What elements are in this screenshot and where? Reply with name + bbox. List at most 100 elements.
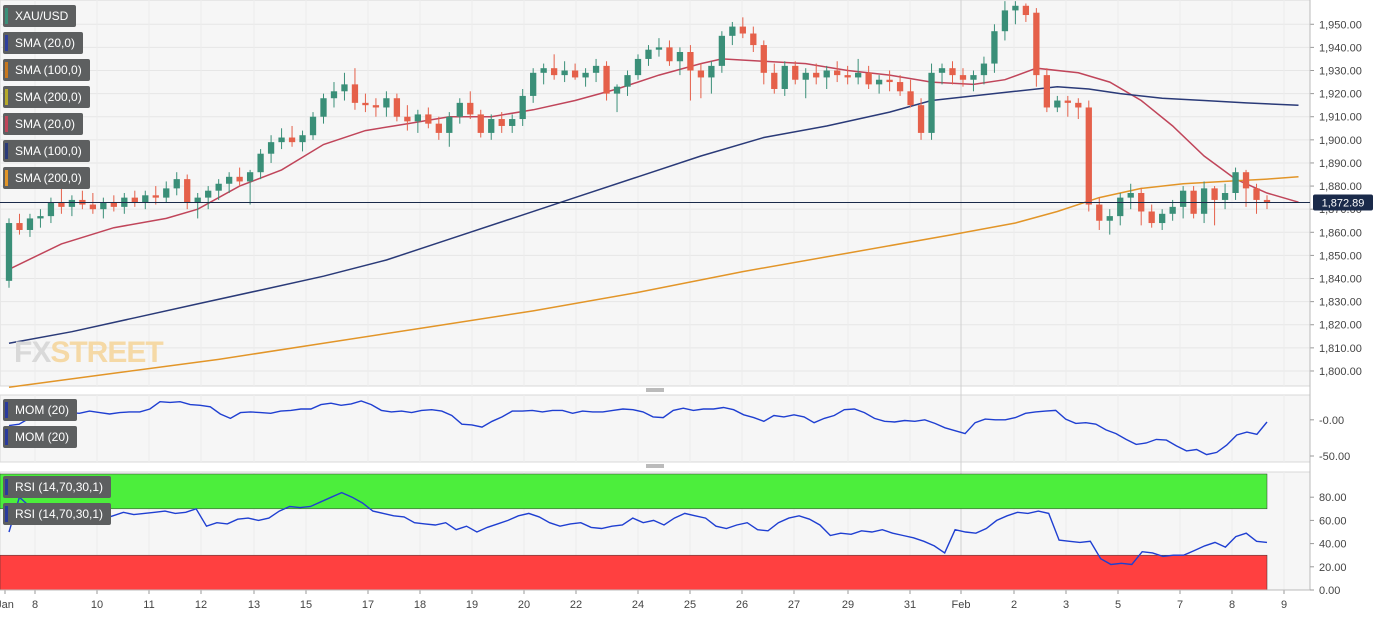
legend-swatch bbox=[5, 35, 8, 51]
legend-swatch bbox=[5, 143, 8, 159]
price-tick-label: 1,800.00 bbox=[1319, 366, 1362, 378]
price-tick-label: 1,890.00 bbox=[1319, 158, 1362, 170]
date-tick-label: 26 bbox=[736, 599, 748, 611]
candle-body bbox=[855, 72, 862, 78]
legend-sma-100-a[interactable]: SMA (100,0) bbox=[3, 59, 90, 81]
candle-body bbox=[5, 223, 13, 281]
date-tick-label: 8 bbox=[1229, 599, 1235, 611]
candle-body bbox=[1263, 199, 1271, 203]
candle-body bbox=[571, 70, 579, 78]
price-tick-label: 1,830.00 bbox=[1319, 297, 1362, 309]
candle-body bbox=[729, 26, 736, 36]
last-price-label: 1,872.89 bbox=[1322, 197, 1365, 209]
candle-body bbox=[697, 70, 705, 78]
date-tick-label: 20 bbox=[518, 599, 530, 611]
candle-body bbox=[226, 176, 233, 184]
candle-body bbox=[383, 98, 390, 108]
date-tick-label: 22 bbox=[570, 599, 582, 611]
legend-sma-100-b[interactable]: SMA (100,0) bbox=[3, 140, 90, 162]
candle-body bbox=[215, 183, 222, 191]
rsi-tick-label: 20.00 bbox=[1319, 562, 1347, 574]
candle-body bbox=[634, 58, 642, 76]
rsi-tick-label: 40.00 bbox=[1319, 539, 1347, 551]
date-tick-label: 15 bbox=[300, 599, 312, 611]
rsi-line bbox=[8, 491, 1268, 566]
date-tick-label: 9 bbox=[1281, 599, 1287, 611]
candle-body bbox=[613, 86, 621, 94]
candle-body bbox=[676, 52, 684, 62]
candle-body bbox=[1033, 12, 1040, 76]
candle-body bbox=[582, 72, 589, 78]
date-tick-label: Jan bbox=[0, 599, 14, 611]
date-tick-label: Feb bbox=[952, 599, 971, 611]
candle-body bbox=[823, 70, 830, 78]
candle-body bbox=[1179, 190, 1187, 207]
mom-panel bbox=[0, 394, 1311, 463]
candle-body bbox=[267, 142, 275, 154]
candle-body bbox=[907, 91, 914, 106]
candle-body bbox=[309, 116, 317, 136]
candle-body bbox=[991, 31, 998, 64]
candle-body bbox=[152, 195, 159, 198]
candle-body bbox=[1148, 211, 1155, 224]
candle-body bbox=[299, 135, 306, 143]
legend-label: SMA (200,0) bbox=[15, 90, 82, 104]
candle-body bbox=[603, 65, 610, 94]
legend-xauusd[interactable]: XAU/USD bbox=[3, 5, 77, 27]
candle-body bbox=[425, 114, 432, 124]
legend-swatch bbox=[5, 89, 8, 105]
price-tick-label: 1,850.00 bbox=[1319, 250, 1362, 262]
legend-label: SMA (20,0) bbox=[15, 117, 76, 131]
candle-body bbox=[205, 190, 212, 198]
legend-swatch bbox=[5, 402, 8, 418]
price-tick-label: 1,820.00 bbox=[1319, 320, 1362, 332]
candle-body bbox=[1127, 193, 1134, 198]
candle-body bbox=[1022, 5, 1030, 16]
candle-body bbox=[718, 35, 726, 66]
candle-body bbox=[163, 188, 170, 198]
price-tick-label: 1,910.00 bbox=[1319, 112, 1362, 124]
price-tick-label: 1,840.00 bbox=[1319, 274, 1362, 286]
candle-body bbox=[760, 45, 767, 73]
candle-body bbox=[1221, 193, 1229, 200]
candle-body bbox=[875, 79, 883, 85]
candle-body bbox=[771, 72, 778, 89]
price-tick-label: 1,940.00 bbox=[1319, 42, 1362, 54]
candle-body bbox=[509, 119, 516, 126]
candle-body bbox=[446, 116, 453, 133]
candle-body bbox=[194, 197, 201, 203]
candle-body bbox=[896, 82, 904, 92]
candle-body bbox=[58, 202, 65, 207]
price-tick-label: 1,810.00 bbox=[1319, 343, 1362, 355]
momentum-line bbox=[8, 400, 1268, 456]
legend-mom-b[interactable]: MOM (20) bbox=[3, 426, 77, 448]
candle-body bbox=[1117, 197, 1124, 217]
last-price-box bbox=[1313, 194, 1373, 211]
candle-body bbox=[886, 79, 893, 83]
legend-sma-200-b[interactable]: SMA (200,0) bbox=[3, 167, 90, 189]
legend-sma-200-a[interactable]: SMA (200,0) bbox=[3, 86, 90, 108]
candle-body bbox=[278, 137, 285, 143]
date-tick-label: 2 bbox=[1011, 599, 1017, 611]
candle-body bbox=[813, 72, 820, 78]
candle-body bbox=[1200, 188, 1208, 214]
legend-sma-20-b[interactable]: SMA (20,0) bbox=[3, 113, 84, 135]
legend-sma-20-a[interactable]: SMA (20,0) bbox=[3, 32, 84, 54]
candle-body bbox=[351, 84, 359, 103]
candle-body bbox=[1012, 5, 1019, 11]
date-tick-label: 12 bbox=[195, 599, 207, 611]
date-tick-label: 5 bbox=[1115, 599, 1121, 611]
legend-rsi-a[interactable]: RSI (14,70,30,1) bbox=[3, 476, 112, 498]
legend-label: MOM (20) bbox=[15, 403, 69, 417]
sma-100-line bbox=[8, 85, 1299, 344]
candle-body bbox=[330, 91, 338, 99]
candle-body bbox=[1232, 172, 1239, 193]
legend-rsi-b[interactable]: RSI (14,70,30,1) bbox=[3, 503, 112, 525]
date-tick-label: 11 bbox=[143, 599, 154, 611]
candle-body bbox=[435, 123, 442, 133]
date-tick-label: 27 bbox=[788, 599, 800, 611]
candle-body bbox=[1064, 100, 1071, 103]
legend-mom-a[interactable]: MOM (20) bbox=[3, 399, 77, 421]
fxstreet-watermark: FXSTREET bbox=[14, 336, 164, 369]
